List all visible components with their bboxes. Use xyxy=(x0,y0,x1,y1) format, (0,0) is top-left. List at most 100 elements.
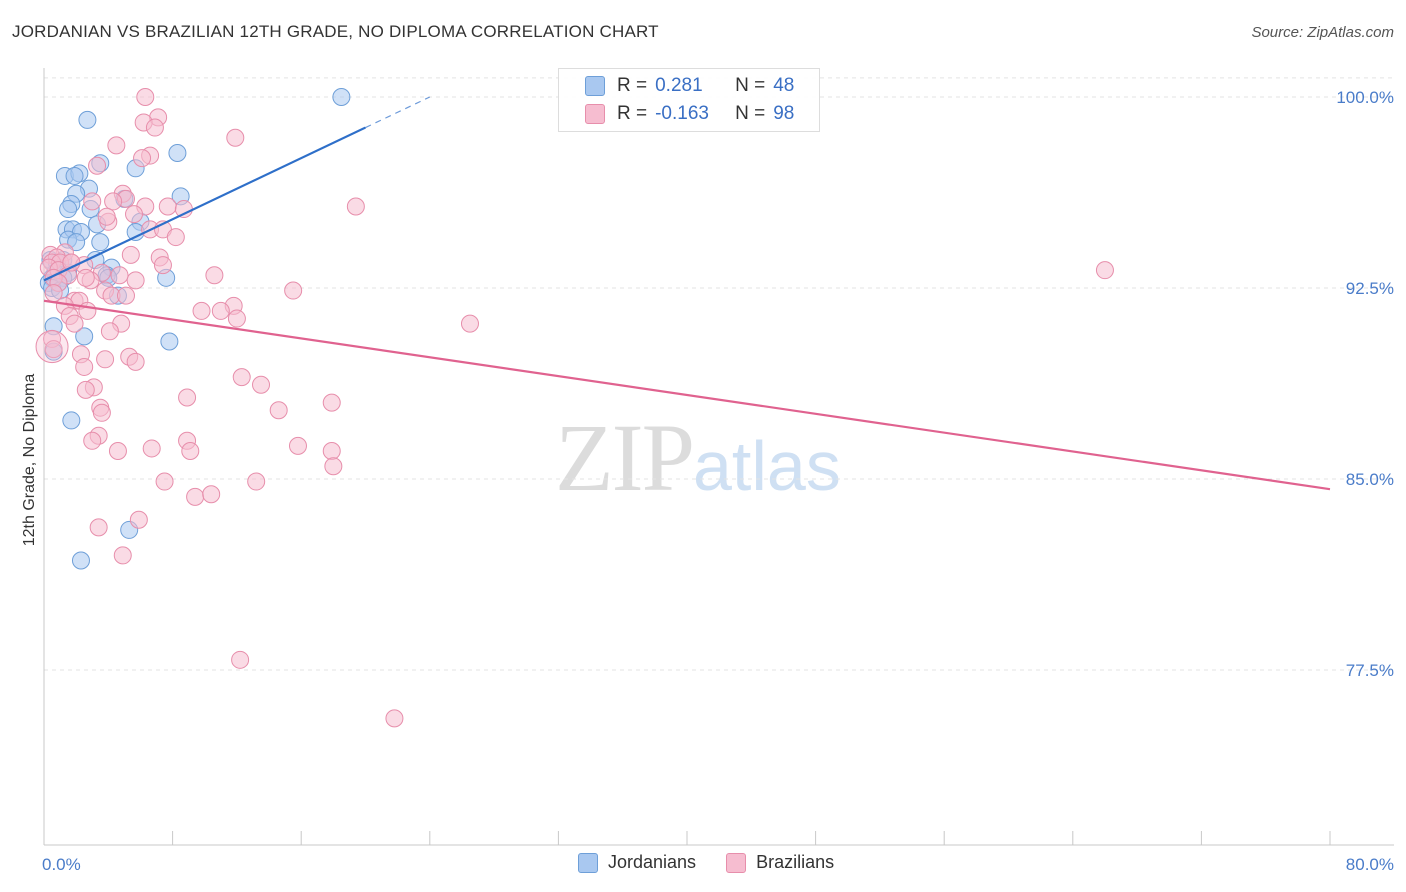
brazilian-cluster-point xyxy=(35,330,69,364)
legend-item-jordanians[interactable]: Jordanians xyxy=(578,852,696,873)
jordanian-point xyxy=(67,233,86,252)
brazilian-point xyxy=(113,546,132,565)
legend-item-brazilians[interactable]: Brazilians xyxy=(726,852,834,873)
brazilian-point xyxy=(232,368,251,387)
brazilian-point xyxy=(88,156,107,175)
jordanian-point xyxy=(59,200,78,219)
brazilian-point xyxy=(44,284,63,303)
brazilian-point xyxy=(166,228,185,247)
brazilian-point xyxy=(252,375,271,394)
axes xyxy=(43,68,1394,846)
brazilian-point xyxy=(322,441,341,460)
jordanian-point xyxy=(91,233,110,252)
brazilian-point xyxy=(75,357,94,376)
brazilian-point xyxy=(126,271,145,290)
trend-lines xyxy=(43,96,1331,491)
brazilian-point xyxy=(205,266,224,285)
y-tick-label: 85.0% xyxy=(1346,470,1394,489)
legend-r-value: 0.281 xyxy=(655,75,703,96)
jordanian-trend-line xyxy=(43,126,366,282)
brazilian-point xyxy=(83,431,102,450)
brazilian-point xyxy=(247,472,266,491)
brazilian-point xyxy=(76,268,95,287)
brazilian-point xyxy=(108,441,127,460)
legend-label-brazilians: Brazilians xyxy=(756,852,835,872)
brazilian-point xyxy=(284,281,303,300)
brazilian-point xyxy=(125,205,144,224)
brazilian-point xyxy=(104,192,123,211)
brazilian-points xyxy=(35,88,1114,728)
brazilian-point xyxy=(227,309,246,328)
brazilian-point xyxy=(322,393,341,412)
brazilian-point xyxy=(324,457,343,476)
brazilian-point xyxy=(186,487,205,506)
jordanian-point xyxy=(75,327,94,346)
legend-n-label: N = xyxy=(735,75,766,96)
y-tick-label: 92.5% xyxy=(1346,279,1394,298)
legend-label-jordanians: Jordanians xyxy=(608,852,697,872)
watermark: ZIPatlas xyxy=(555,402,841,513)
brazilian-point xyxy=(153,256,172,275)
legend-r-label: R = xyxy=(617,103,648,124)
x-tick-label: 0.0% xyxy=(42,855,81,874)
legend-r-value: -0.163 xyxy=(655,103,709,124)
brazilian-point xyxy=(116,286,135,305)
legend-row-brazilians: R = -0.163 N = 98 xyxy=(559,100,794,128)
brazilian-point xyxy=(129,510,148,529)
legend-swatch-jordanians xyxy=(578,852,598,873)
brazilian-point xyxy=(121,245,140,264)
brazilian-point xyxy=(288,436,307,455)
jordanian-point xyxy=(65,166,84,185)
legend-n-value: 98 xyxy=(773,103,795,124)
correlation-legend: R = 0.281 N = 48 R = -0.163 N = 98 xyxy=(558,68,820,132)
brazilian-point xyxy=(65,314,84,333)
brazilian-point xyxy=(269,401,288,420)
brazilian-point xyxy=(1095,261,1114,280)
jordanian-point xyxy=(168,144,187,163)
legend-row-jordanians: R = 0.281 N = 48 xyxy=(559,72,794,100)
legend-swatch-brazilians xyxy=(585,104,605,124)
brazilian-point xyxy=(155,472,174,491)
brazilian-point xyxy=(142,439,161,458)
brazilian-point xyxy=(83,192,102,211)
brazilian-point xyxy=(78,301,97,320)
brazilian-point xyxy=(89,518,108,537)
brazilian-point xyxy=(181,441,200,460)
legend-n-label: N = xyxy=(735,103,766,124)
jordanian-trend-extension xyxy=(365,96,431,129)
watermark-zip: ZIP xyxy=(555,404,695,511)
chart-title: JORDANIAN VS BRAZILIAN 12TH GRADE, NO DI… xyxy=(12,22,659,41)
jordanian-point xyxy=(78,110,97,129)
brazilian-point xyxy=(385,709,404,728)
series-legend: Jordanians Brazilians xyxy=(578,852,864,873)
brazilian-point xyxy=(107,136,126,155)
brazilian-point xyxy=(226,128,245,147)
legend-r-label: R = xyxy=(617,75,648,96)
brazilian-point xyxy=(44,340,63,359)
y-tick-label: 100.0% xyxy=(1336,88,1394,107)
brazilian-point xyxy=(192,301,211,320)
legend-swatch-jordanians xyxy=(585,76,605,96)
y-tick-label: 77.5% xyxy=(1346,661,1394,680)
brazilian-point xyxy=(178,388,197,407)
source-credit: Source: ZipAtlas.com xyxy=(1251,24,1394,41)
jordanian-point xyxy=(332,88,351,106)
jordanian-point xyxy=(71,551,90,570)
brazilian-point xyxy=(100,322,119,341)
brazilian-point xyxy=(97,207,116,226)
brazilian-point xyxy=(92,403,111,422)
tick-labels: 100.0% 92.5% 85.0% 77.5% 0.0% 80.0% xyxy=(42,88,1394,874)
brazilian-point xyxy=(145,118,164,137)
brazilian-trend-line xyxy=(43,299,1331,491)
brazilian-point xyxy=(126,352,145,371)
legend-swatch-brazilians xyxy=(726,852,747,873)
brazilian-point xyxy=(460,314,479,333)
brazilian-point xyxy=(211,301,230,320)
brazilian-point xyxy=(136,88,155,106)
brazilian-point xyxy=(231,650,250,669)
brazilian-point xyxy=(346,197,365,216)
brazilian-point xyxy=(96,350,115,369)
jordanian-point xyxy=(62,411,81,430)
brazilian-point xyxy=(158,197,177,216)
